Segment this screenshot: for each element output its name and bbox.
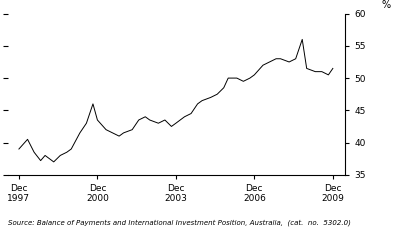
Y-axis label: %: % [382, 0, 390, 10]
Text: Source: Balance of Payments and International Investment Position, Australia,  (: Source: Balance of Payments and Internat… [8, 219, 351, 226]
